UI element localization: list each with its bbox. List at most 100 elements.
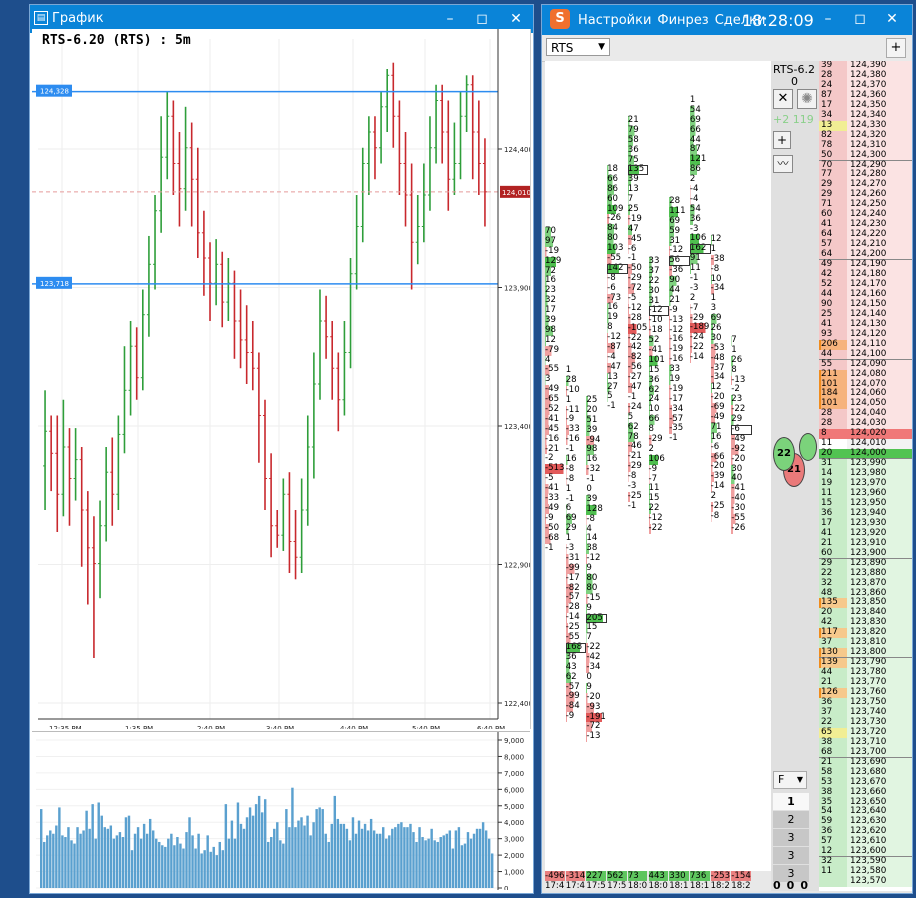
ladder-row[interactable]: 21 123,770	[819, 677, 912, 689]
ladder-row[interactable]: 28 124,040	[819, 408, 912, 420]
ladder-row[interactable]: 41 124,230	[819, 219, 912, 231]
ladder-row[interactable]: 123,570	[819, 876, 912, 888]
chart-title-bar[interactable]: ▤ График – ◻ ✕	[30, 5, 533, 33]
ladder-row[interactable]: 11 123,960	[819, 488, 912, 499]
ladder-row[interactable]: 17 123,930	[819, 518, 912, 529]
ladder-row[interactable]: 36 123,620	[819, 826, 912, 838]
menu-finrez[interactable]: Финрез	[657, 13, 709, 28]
ladder-row[interactable]: 117 123,820	[819, 627, 912, 639]
minimize-button[interactable]: –	[824, 11, 832, 27]
ladder-row[interactable]: 50 124,300	[819, 150, 912, 161]
ladder-row[interactable]: 20 124,000	[819, 448, 912, 460]
ladder-row[interactable]: 52 124,170	[819, 279, 912, 290]
crosshair-icon[interactable]: ✕	[773, 89, 793, 109]
maximize-button[interactable]: ◻	[854, 11, 866, 27]
volume-chart-panel[interactable]: 0 1,000 2,000 3,000 4,000 5,000 6,000 7,000 8,00…	[32, 731, 530, 893]
ladder-row[interactable]: 44 123,780	[819, 667, 912, 679]
ladder-row[interactable]: 54 123,640	[819, 807, 912, 818]
ladder-row[interactable]: 77 124,280	[819, 170, 912, 181]
ladder-row[interactable]: 28 124,030	[819, 418, 912, 430]
ladder-row[interactable]: 24 124,370	[819, 80, 912, 91]
size-button-5[interactable]: 3	[773, 865, 809, 882]
ladder-row[interactable]: 65 123,720	[819, 727, 912, 738]
ladder-row[interactable]: 211 124,080	[819, 369, 912, 380]
ladder-row[interactable]: 13 124,330	[819, 120, 912, 131]
ladder-row[interactable]: 44 124,100	[819, 349, 912, 360]
ladder-row[interactable]: 21 123,910	[819, 538, 912, 549]
menu-settings[interactable]: Настройки	[578, 13, 652, 28]
dom-title-bar[interactable]: S Настройки Финрез Сделки 18:28:09 – ◻ ✕	[542, 5, 912, 35]
ladder-row[interactable]: 42 124,180	[819, 269, 912, 280]
ladder-row[interactable]: 44 124,160	[819, 289, 912, 300]
maximize-button[interactable]: ◻	[476, 11, 488, 27]
ladder-row[interactable]: 68 123,700	[819, 747, 912, 758]
ladder-row[interactable]: 101 124,070	[819, 379, 912, 390]
ladder-row[interactable]: 32 123,590	[819, 856, 912, 868]
ladder-row[interactable]: 15 123,950	[819, 498, 912, 509]
ladder-row[interactable]: 58 123,680	[819, 767, 912, 778]
ladder-row[interactable]: 36 123,940	[819, 508, 912, 519]
ladder-row[interactable]: 17 124,350	[819, 100, 912, 111]
ladder-row[interactable]: 78 124,310	[819, 140, 912, 151]
ladder-row[interactable]: 139 123,790	[819, 657, 912, 669]
size-button-3[interactable]: 3	[773, 829, 809, 846]
ladder-row[interactable]: 60 123,900	[819, 548, 912, 559]
ladder-row[interactable]: 101 124,050	[819, 398, 912, 410]
ladder-row[interactable]: 37 123,740	[819, 707, 912, 718]
ladder-row[interactable]: 41 123,920	[819, 528, 912, 539]
ladder-row[interactable]: 57 123,610	[819, 836, 912, 848]
ladder-row[interactable]: 48 123,860	[819, 588, 912, 599]
ladder-row[interactable]: 34 124,340	[819, 110, 912, 121]
ladder-row[interactable]: 55 124,090	[819, 359, 912, 370]
ladder-row[interactable]: 71 124,250	[819, 199, 912, 211]
close-button[interactable]: ✕	[510, 11, 522, 27]
plus-button[interactable]: +	[773, 131, 791, 149]
price-ladder[interactable]: 39 124,390 28 124,380 24 124,370 87 124,360 17 12…	[819, 61, 912, 891]
filter-select[interactable]: F ▼	[773, 771, 807, 789]
ladder-row[interactable]: 90 124,150	[819, 299, 912, 310]
ladder-row[interactable]: 12 123,600	[819, 846, 912, 858]
ladder-row[interactable]: 29 123,890	[819, 558, 912, 569]
ladder-row[interactable]: 64 124,220	[819, 229, 912, 241]
ladder-row[interactable]: 57 124,210	[819, 239, 912, 251]
ladder-row[interactable]: 184 124,060	[819, 388, 912, 400]
ladder-row[interactable]: 32 123,870	[819, 578, 912, 589]
ladder-row[interactable]: 42 123,830	[819, 617, 912, 629]
ladder-row[interactable]: 49 124,190	[819, 259, 912, 271]
ladder-row[interactable]: 60 124,240	[819, 209, 912, 221]
ladder-row[interactable]: 126 123,760	[819, 687, 912, 698]
ladder-row[interactable]: 29 124,260	[819, 189, 912, 201]
ladder-row[interactable]: 87 124,360	[819, 90, 912, 101]
ladder-row[interactable]: 31 123,990	[819, 458, 912, 470]
ladder-row[interactable]: 36 123,750	[819, 697, 912, 708]
ladder-row[interactable]: 64 124,200	[819, 249, 912, 261]
ladder-row[interactable]: 93 124,120	[819, 329, 912, 340]
ladder-row[interactable]: 37 123,810	[819, 637, 912, 649]
ladder-row[interactable]: 130 123,800	[819, 647, 912, 659]
add-tab-button[interactable]: +	[886, 38, 906, 58]
cluster-panel[interactable]: 70 97 -19 129 72 16 23 32 17 39 98 12 -79 4 -55 3 -49 -65…	[545, 61, 771, 891]
gear-icon[interactable]: ✺	[797, 89, 817, 109]
ladder-row[interactable]: 29 124,270	[819, 179, 912, 191]
ladder-row[interactable]: 41 124,130	[819, 319, 912, 330]
ladder-row[interactable]: 14 123,980	[819, 468, 912, 480]
ladder-row[interactable]: 21 123,690	[819, 757, 912, 768]
menu-deals[interactable]: Сделки	[714, 13, 766, 28]
ladder-row[interactable]: 11 124,010	[819, 438, 912, 450]
ladder-row[interactable]: 53 123,670	[819, 777, 912, 788]
instrument-select[interactable]: RTS ▼	[546, 38, 610, 56]
minimize-button[interactable]: –	[446, 11, 454, 27]
ladder-row[interactable]: 19 123,970	[819, 478, 912, 489]
ladder-row[interactable]: 38 123,660	[819, 787, 912, 798]
close-button[interactable]: ✕	[886, 11, 898, 27]
size-button-4[interactable]: 3	[773, 847, 809, 864]
ladder-row[interactable]: 11 123,580	[819, 866, 912, 878]
ladder-row[interactable]: 22 123,880	[819, 568, 912, 579]
ladder-row[interactable]: 28 124,380	[819, 70, 912, 81]
ladder-row[interactable]: 39 124,390	[819, 61, 912, 71]
price-chart-svg[interactable]: 124,328 123,718 124,010 124,400 123,900 123,…	[32, 29, 534, 741]
size-button-1[interactable]: 1	[773, 793, 809, 810]
price-levels[interactable]: 124,328 123,718 124,010	[32, 84, 534, 289]
ladder-row[interactable]: 35 123,650	[819, 797, 912, 808]
ladder-row[interactable]: 38 123,710	[819, 737, 912, 748]
